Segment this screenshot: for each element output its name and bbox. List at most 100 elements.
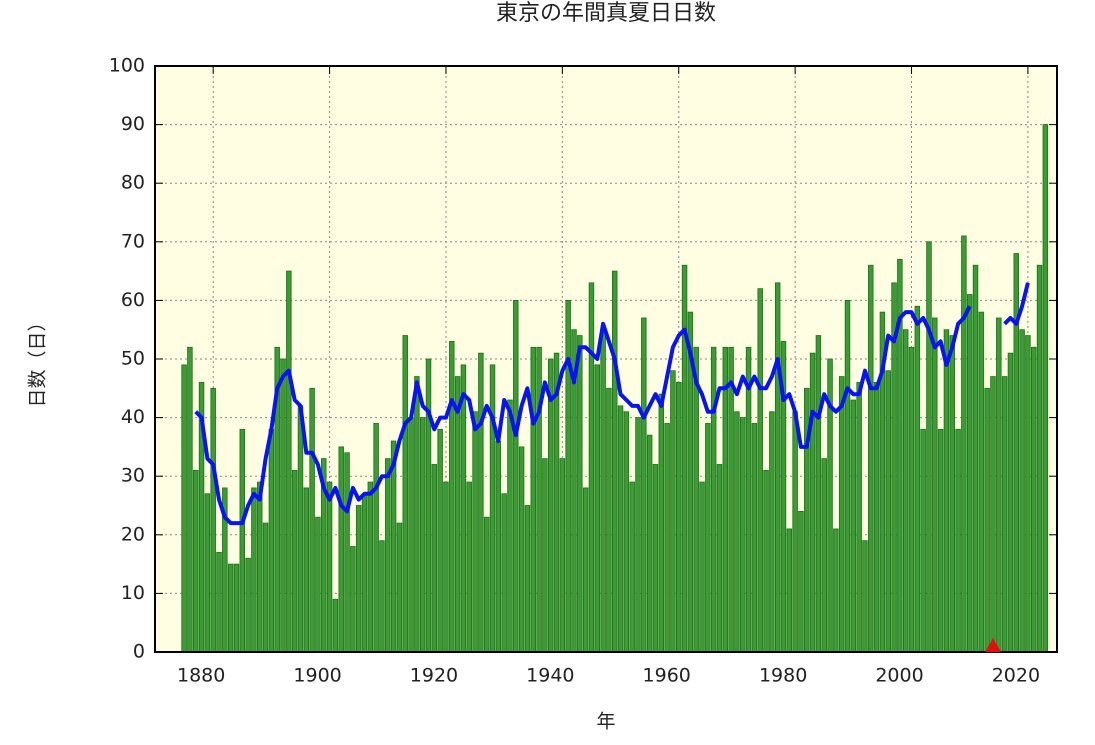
plot-frame xyxy=(154,65,1058,653)
bar xyxy=(315,516,321,653)
x-tick-label: 1900 xyxy=(293,665,341,687)
bar xyxy=(769,411,775,653)
bar xyxy=(466,481,472,653)
bar xyxy=(513,299,519,653)
bar xyxy=(693,346,699,653)
bar xyxy=(949,335,955,653)
bar xyxy=(612,270,618,653)
bar xyxy=(978,311,985,653)
y-tick-label: 90 xyxy=(121,113,145,135)
x-tick-label: 2000 xyxy=(875,665,923,687)
bar xyxy=(245,557,251,653)
bar xyxy=(961,235,967,653)
bar xyxy=(460,364,467,653)
bar xyxy=(286,270,292,653)
bar xyxy=(367,481,374,653)
y-tick-label: 70 xyxy=(121,230,145,252)
bar xyxy=(577,335,583,653)
chart-title: 東京の年間真夏日日数 xyxy=(496,1,716,26)
bar xyxy=(402,335,408,653)
bar xyxy=(617,405,624,653)
bar xyxy=(984,387,990,653)
bar xyxy=(326,481,333,653)
bar xyxy=(751,423,758,653)
bar xyxy=(664,423,670,653)
bar xyxy=(740,417,746,653)
bar xyxy=(530,346,536,653)
bar xyxy=(955,428,961,653)
bar xyxy=(489,364,496,653)
bar xyxy=(582,487,589,653)
bar xyxy=(850,399,857,653)
moving-average-line xyxy=(194,282,1030,526)
bar xyxy=(303,487,310,653)
bar xyxy=(227,563,234,653)
x-tick-label: 1880 xyxy=(177,665,225,687)
bar xyxy=(251,487,257,653)
bar xyxy=(972,264,979,653)
bar xyxy=(233,563,240,653)
bar xyxy=(361,493,368,653)
y-tick-label: 100 xyxy=(109,55,145,77)
bar xyxy=(594,364,600,653)
bar xyxy=(1030,346,1037,653)
bar xyxy=(902,329,909,653)
bar xyxy=(280,358,286,653)
bar xyxy=(943,329,950,653)
bar xyxy=(338,446,344,653)
bar xyxy=(373,423,379,653)
bar xyxy=(635,417,641,653)
bar xyxy=(716,464,723,653)
bar xyxy=(518,446,525,653)
bar xyxy=(204,493,211,653)
y-tick-label: 30 xyxy=(121,465,145,487)
bar xyxy=(344,452,350,653)
x-tick-label: 1960 xyxy=(643,665,691,687)
bar xyxy=(1007,352,1014,653)
bar xyxy=(524,505,531,653)
bar xyxy=(210,387,216,653)
bar xyxy=(600,329,606,653)
bar xyxy=(495,440,502,653)
bar xyxy=(705,423,711,653)
bar xyxy=(291,469,298,653)
bar xyxy=(257,481,263,653)
bar xyxy=(914,305,921,653)
bar xyxy=(449,341,455,653)
bar xyxy=(676,382,682,653)
x-tick-label: 1980 xyxy=(759,665,807,687)
bar xyxy=(350,546,356,653)
bar xyxy=(658,393,665,653)
bar xyxy=(1042,124,1049,653)
bar xyxy=(710,346,717,653)
bar xyxy=(652,464,659,653)
bar xyxy=(396,522,403,653)
bar xyxy=(774,282,781,653)
bar xyxy=(547,358,554,653)
bar xyxy=(431,464,438,653)
bar xyxy=(937,428,944,653)
bar xyxy=(379,540,385,653)
bar xyxy=(996,317,1002,653)
bar xyxy=(728,346,734,653)
bar xyxy=(425,358,432,653)
bar xyxy=(932,317,938,653)
bar xyxy=(745,346,752,653)
bar xyxy=(419,417,426,653)
bar xyxy=(856,382,862,653)
relocation-marker xyxy=(984,638,1001,652)
bar xyxy=(1036,264,1043,653)
bar xyxy=(670,370,676,653)
bar xyxy=(332,598,339,653)
bar xyxy=(926,241,932,653)
bar xyxy=(309,387,315,653)
bar xyxy=(990,376,996,653)
bar xyxy=(268,428,275,653)
bar xyxy=(437,428,443,653)
bar xyxy=(187,346,193,653)
bar xyxy=(414,376,420,653)
bar xyxy=(443,481,449,653)
bar xyxy=(193,469,199,653)
bar xyxy=(1019,329,1025,653)
bar xyxy=(501,493,507,653)
